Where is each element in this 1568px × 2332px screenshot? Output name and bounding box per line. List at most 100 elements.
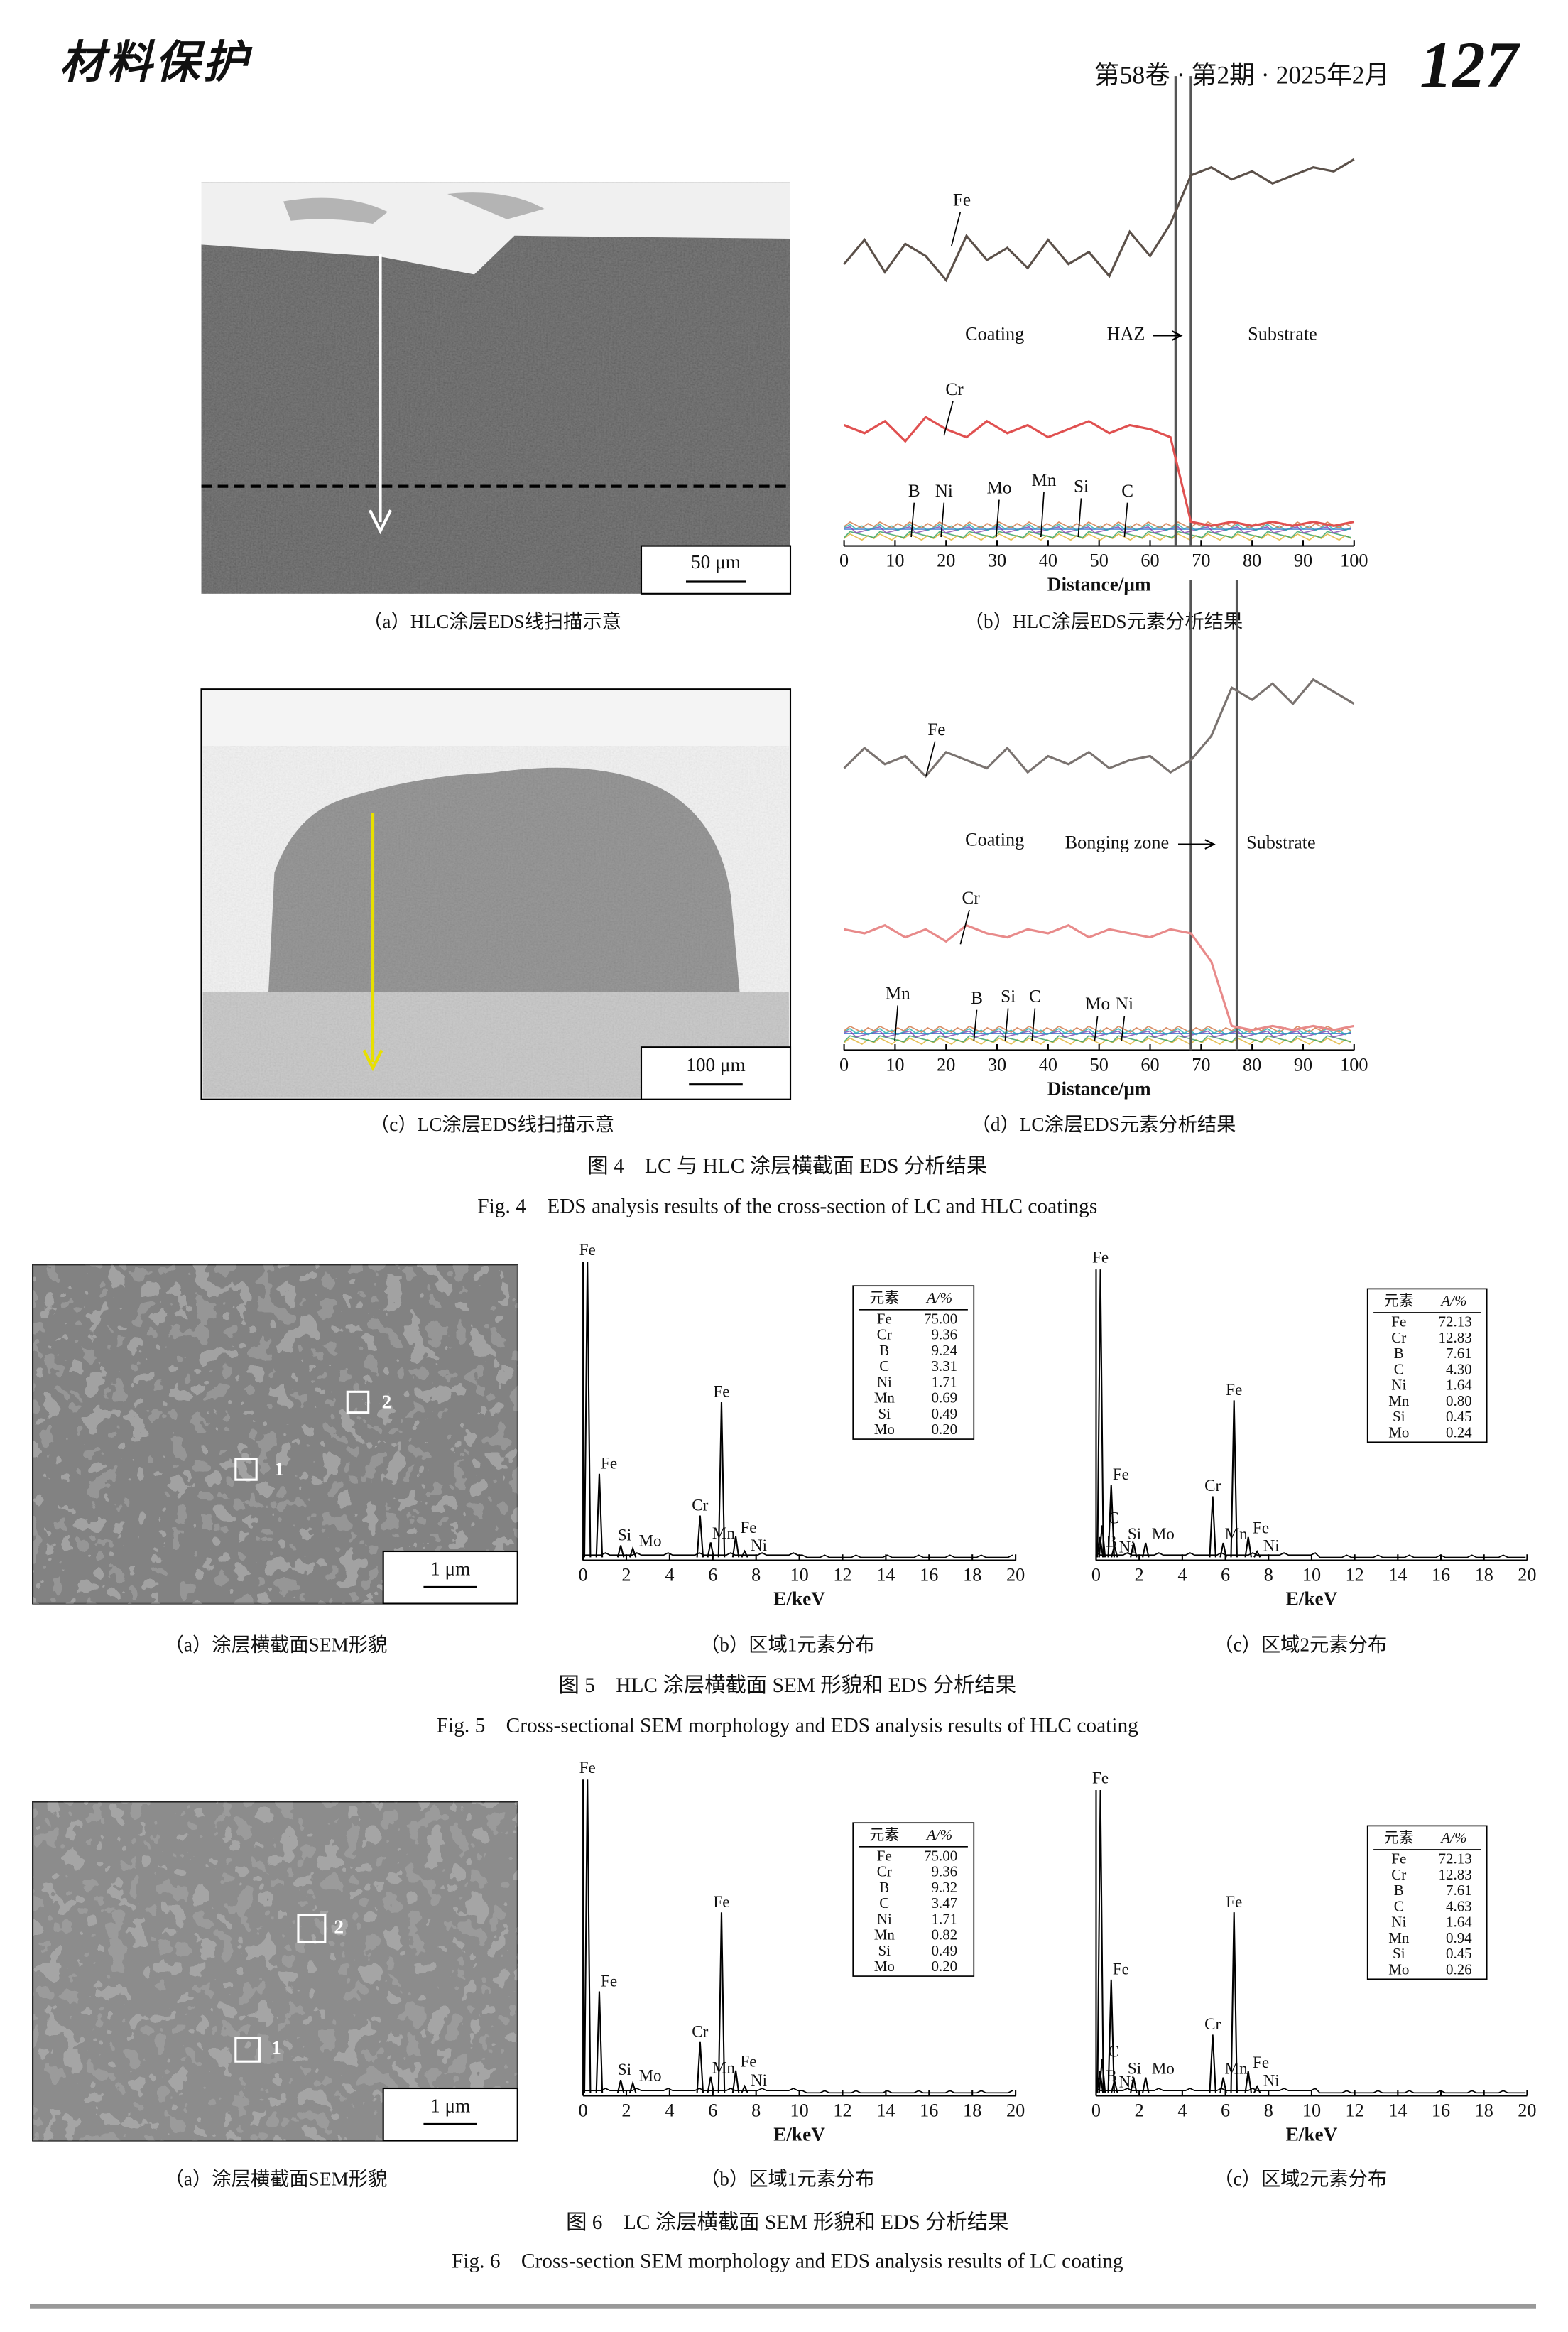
x-tick-label: 10 <box>790 1565 808 1585</box>
region-label: 2 <box>334 1916 344 1938</box>
element-label: Mn <box>1031 471 1056 490</box>
zone-label: Substrate <box>1248 324 1317 345</box>
peak-label: Si <box>1128 1524 1141 1543</box>
x-axis-label: Distance/μm <box>1047 1078 1151 1099</box>
x-tick-label: 18 <box>1475 1565 1493 1585</box>
minor-trace <box>844 1035 1351 1043</box>
table-cell: 9.32 <box>931 1879 957 1896</box>
x-tick-label: 30 <box>988 1055 1006 1075</box>
spectrum-peak <box>1107 1485 1115 1558</box>
peak-label: Fe <box>1092 1248 1109 1267</box>
x-tick-label: 12 <box>833 2100 851 2121</box>
peak-label: Cr <box>1204 1476 1221 1495</box>
spectrum-peak <box>696 1515 704 1558</box>
peak-label: Fe <box>740 1518 756 1536</box>
peak-label: Fe <box>1253 2053 1269 2071</box>
table-cell: Si <box>1393 1945 1405 1962</box>
table-cell: Cr <box>1391 1866 1406 1883</box>
spectrum-peak <box>1096 1789 1104 2093</box>
composition-table <box>852 1822 975 1977</box>
table-cell: 75.00 <box>924 1310 957 1327</box>
table-cell: 0.94 <box>1446 1929 1472 1946</box>
zone-label: Bonging zone <box>1065 833 1169 853</box>
table-cell: B <box>1394 1345 1404 1362</box>
panel-caption: （c）LC涂层EDS线扫描示意 <box>370 1114 614 1135</box>
peak-label: Fe <box>1113 1960 1129 1978</box>
element-label: Mo <box>986 479 1011 498</box>
spectrum-peak <box>595 1991 604 2093</box>
panel-caption: （b）HLC涂层EDS元素分析结果 <box>964 611 1243 632</box>
x-tick-label: 30 <box>988 551 1006 571</box>
x-tick-label: 12 <box>1346 2100 1364 2121</box>
x-tick-label: 0 <box>839 1055 849 1075</box>
peak-label: Fe <box>1113 1465 1129 1483</box>
table-cell: 0.69 <box>931 1389 957 1406</box>
spectrum-peak <box>616 1545 625 1558</box>
x-tick-label: 8 <box>1264 2100 1273 2121</box>
element-profile <box>844 416 1355 527</box>
figure-title-en: Fig. 5 Cross-sectional SEM morphology an… <box>437 1715 1138 1737</box>
table-cell: Mo <box>874 1958 895 1975</box>
x-tick-label: 50 <box>1090 551 1109 571</box>
table-cell: 0.49 <box>931 1405 957 1422</box>
x-tick-label: 4 <box>1177 1565 1187 1585</box>
x-tick-label: 50 <box>1090 1055 1109 1075</box>
x-axis-label: E/keV <box>1286 2123 1338 2144</box>
peak-label: Si <box>618 1525 631 1544</box>
peak-label: Fe <box>713 1382 729 1401</box>
table-cell: Fe <box>877 1847 892 1864</box>
element-label: B <box>908 482 920 501</box>
peak-label: Fe <box>1226 1380 1242 1399</box>
label-leader <box>973 1009 978 1041</box>
table-header: 元素 <box>1384 1292 1414 1309</box>
label-leader <box>995 499 1000 538</box>
x-tick-label: 14 <box>876 2100 895 2121</box>
spectrum-peak <box>1111 1545 1118 1558</box>
table-cell: Ni <box>1391 1914 1406 1931</box>
peak-label: Si <box>618 2060 631 2078</box>
label-leader <box>910 502 915 538</box>
x-tick-label: 18 <box>963 2100 981 2121</box>
label-leader <box>1077 498 1082 538</box>
table-cell: 4.63 <box>1446 1897 1472 1914</box>
table-cell: Fe <box>1391 1313 1406 1330</box>
table-header: 元素 <box>869 1826 899 1843</box>
spectrum-peak <box>1244 2071 1252 2093</box>
peak-label: Ni <box>751 1536 767 1554</box>
table-cell: 0.49 <box>931 1942 957 1959</box>
label-leader <box>940 502 945 538</box>
x-tick-label: 18 <box>963 1565 981 1585</box>
x-axis-label: E/keV <box>1286 1588 1338 1610</box>
spectrum-peak <box>1130 1542 1138 1558</box>
peak-label: Fe <box>713 1892 729 1911</box>
table-header: 元素 <box>1384 1829 1414 1846</box>
x-tick-label: 100 <box>1340 1055 1368 1075</box>
spectrum-peak <box>741 1549 748 1558</box>
spectrum-peak <box>595 1473 604 1558</box>
table-cell: 72.13 <box>1438 1313 1471 1330</box>
table-header: A/% <box>1439 1292 1466 1309</box>
x-tick-label: 12 <box>833 1565 851 1585</box>
element-label: Ni <box>935 482 953 501</box>
zone-label: Coating <box>965 324 1024 345</box>
minor-trace <box>844 1028 1351 1036</box>
table-cell: 12.83 <box>1438 1866 1471 1883</box>
zone-label: Substrate <box>1246 833 1316 853</box>
spectrum-peak <box>583 1262 592 1558</box>
table-cell: 0.20 <box>931 1421 957 1438</box>
table-cell: Mn <box>1388 1929 1410 1946</box>
spectrum-baseline <box>1096 1552 1526 1558</box>
spectrum-baseline <box>583 2088 1013 2094</box>
peak-label: Mo <box>1152 1524 1175 1543</box>
minor-trace <box>844 531 1351 538</box>
panel-caption: （a）涂层横截面SEM形貌 <box>165 1634 388 1656</box>
x-tick-label: 0 <box>579 1565 588 1585</box>
peak-label: C <box>1108 1508 1118 1526</box>
panel-caption: （a）涂层横截面SEM形貌 <box>165 2168 388 2189</box>
table-cell: Mo <box>1388 1960 1409 1978</box>
table-cell: 0.80 <box>1446 1392 1472 1409</box>
spectrum-peak <box>1096 1536 1104 1558</box>
x-tick-label: 4 <box>1177 2100 1187 2121</box>
x-tick-label: 8 <box>751 1565 761 1585</box>
